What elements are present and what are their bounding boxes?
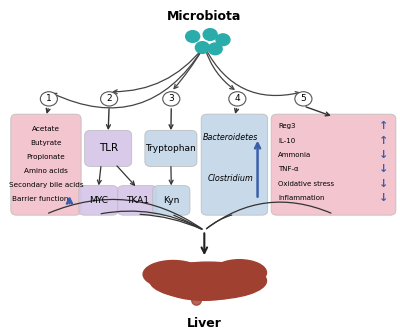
Text: Tryptophan: Tryptophan xyxy=(146,144,196,153)
Text: TKA1: TKA1 xyxy=(126,196,149,205)
FancyBboxPatch shape xyxy=(79,185,118,215)
Text: Microbiota: Microbiota xyxy=(167,10,242,23)
Circle shape xyxy=(186,31,200,42)
Ellipse shape xyxy=(162,271,247,300)
Text: Propionate: Propionate xyxy=(26,155,65,161)
Ellipse shape xyxy=(143,260,203,288)
Ellipse shape xyxy=(192,295,202,305)
Text: Kyn: Kyn xyxy=(163,196,180,205)
FancyBboxPatch shape xyxy=(118,185,157,215)
Text: Oxidative stress: Oxidative stress xyxy=(278,181,334,187)
Circle shape xyxy=(208,43,222,55)
Text: Reg3: Reg3 xyxy=(278,124,296,130)
Text: MYC: MYC xyxy=(89,196,108,205)
Text: ↑: ↑ xyxy=(378,136,388,146)
Circle shape xyxy=(295,92,312,106)
Text: Butyrate: Butyrate xyxy=(30,141,62,147)
Text: IL-10: IL-10 xyxy=(278,138,295,144)
Text: ↑: ↑ xyxy=(378,122,388,132)
Circle shape xyxy=(40,92,58,106)
FancyBboxPatch shape xyxy=(145,131,197,166)
Text: ↓: ↓ xyxy=(378,193,388,203)
Text: Amino acids: Amino acids xyxy=(24,168,68,174)
Text: ↓: ↓ xyxy=(378,165,388,174)
Text: 4: 4 xyxy=(234,94,240,103)
Text: 2: 2 xyxy=(106,94,112,103)
Circle shape xyxy=(203,29,217,40)
Circle shape xyxy=(195,42,209,53)
Text: Acetate: Acetate xyxy=(32,127,60,133)
Text: TNF-α: TNF-α xyxy=(278,166,299,172)
Text: Clostridium: Clostridium xyxy=(208,174,254,183)
Text: 5: 5 xyxy=(300,94,306,103)
Text: 3: 3 xyxy=(168,94,174,103)
Text: Bacteroidetes: Bacteroidetes xyxy=(203,133,258,142)
Circle shape xyxy=(229,92,246,106)
Text: Ammonia: Ammonia xyxy=(278,152,311,158)
Text: ↓: ↓ xyxy=(378,179,388,189)
FancyBboxPatch shape xyxy=(153,185,190,215)
Circle shape xyxy=(216,34,230,46)
FancyBboxPatch shape xyxy=(271,114,396,215)
Text: Liver: Liver xyxy=(187,317,222,330)
Ellipse shape xyxy=(150,262,266,299)
FancyBboxPatch shape xyxy=(11,114,81,215)
Text: Barrier function: Barrier function xyxy=(12,196,68,202)
Ellipse shape xyxy=(212,260,266,286)
Text: Inflammation: Inflammation xyxy=(278,195,325,201)
Circle shape xyxy=(100,92,118,106)
Text: TLR: TLR xyxy=(98,144,118,154)
Circle shape xyxy=(163,92,180,106)
Text: 1: 1 xyxy=(46,94,52,103)
FancyBboxPatch shape xyxy=(201,114,268,215)
FancyBboxPatch shape xyxy=(85,131,132,166)
Text: Secondary bile acids: Secondary bile acids xyxy=(9,182,83,188)
Text: ↓: ↓ xyxy=(378,150,388,160)
